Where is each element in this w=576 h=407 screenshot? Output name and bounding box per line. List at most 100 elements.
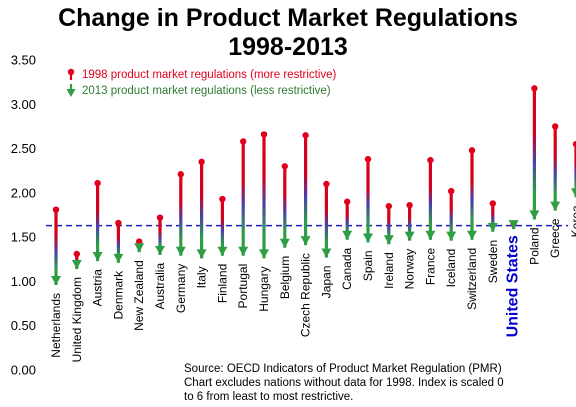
category-label: Denmark [111,270,125,320]
category-label: France [423,247,437,285]
category-labels: Netherlands United Kingdom Austria Denmark N… [49,205,576,362]
marker-2013 [113,253,124,263]
category-label: Ireland [382,252,396,289]
chart-title: Change in Product Market Regulations [58,4,518,32]
stem-sweden [491,203,495,232]
category-label: Portugal [236,264,250,309]
category-label: Finland [215,264,229,303]
marker-1998 [489,200,496,207]
category-label: Canada [340,247,354,289]
legend-marker-2013 [66,89,76,97]
marker-1998 [281,163,288,170]
category-label: Iceland [444,249,458,288]
marker-2013 [134,243,145,253]
stem-finland [220,199,224,256]
marker-2013 [487,222,498,232]
marker-2013 [217,246,228,256]
stem-canada [345,201,349,240]
marker-1998 [531,85,538,92]
source-note: Source: OECD Indicators of Product Marke… [184,363,504,403]
marker-2013 [404,231,415,241]
stem-australia [158,217,162,255]
marker-2013 [279,238,290,248]
y-axis: 0.00 0.50 1.00 1.50 2.00 2.50 3.00 3.50 [11,53,36,378]
stem-ireland [387,206,391,245]
y-tick-label: 3.50 [11,53,36,68]
marker-1998 [177,171,184,178]
legend-label-2013: 2013 product market regulations (less re… [82,85,331,97]
category-label: Australia [153,263,167,310]
marker-1998 [136,238,143,245]
category-label: United States [505,235,522,337]
category-label: Italy [195,266,209,288]
marker-1998 [427,156,434,164]
stem-hungary [262,134,266,259]
marker-2013 [51,275,61,285]
marker-1998 [115,219,122,227]
stem-norway [408,205,412,241]
stem-italy [200,161,204,259]
category-label: Belgium [278,256,292,299]
category-label: Hungary [257,266,271,311]
category-label: Poland [527,227,541,264]
marker-1998 [198,158,205,166]
y-tick-label: 0.00 [11,363,36,378]
marker-1998 [552,123,559,130]
markers [51,85,576,285]
y-tick-label: 2.50 [11,141,36,156]
note-line-2: Chart excludes nations without data for … [184,377,504,389]
legend: 1998 product market regulations (more re… [66,68,337,97]
marker-2013 [383,235,394,245]
stem-austria [96,183,100,262]
marker-2013 [529,210,540,220]
marker-2013 [155,245,165,255]
note-line-1: Source: OECD Indicators of Product Marke… [184,363,502,375]
stem-poland [532,88,536,220]
category-label: Czech Republic [299,253,313,337]
stem-netherlands [54,209,58,285]
category-label: Spain [361,250,375,281]
marker-2013 [550,201,561,211]
category-label: Netherlands [49,293,63,358]
marker-1998 [156,214,164,221]
marker-1998 [323,180,330,188]
marker-2013 [259,249,269,259]
marker-2013 [467,230,477,240]
marker-1998 [572,140,576,148]
stem-germany [179,174,183,256]
category-label: Norway [403,249,417,290]
legend-label-1998: 1998 product market regulations (more re… [82,69,337,81]
marker-2013 [238,246,249,256]
y-tick-label: 0.50 [11,318,36,333]
stem-portugal [241,141,245,256]
marker-1998 [364,156,372,163]
chart-subtitle: 1998-2013 [228,33,348,61]
stem-iceland [449,191,453,241]
category-label: Japan [319,266,333,299]
marker-1998 [448,187,455,195]
y-tick-label: 2.00 [11,185,36,200]
y-tick-label: 1.50 [11,230,36,245]
category-label: United Kingdom [70,277,84,362]
category-label: Sweden [486,240,500,283]
marker-2013 [363,233,373,243]
marker-1998 [385,202,392,210]
marker-1998 [52,206,60,213]
category-label: Greece [548,218,562,258]
marker-1998 [94,179,101,187]
category-label: Switzerland [465,248,479,310]
marker-1998 [344,198,351,205]
marker-2013 [446,231,457,241]
stems [54,88,576,285]
stem-belgium [283,166,287,248]
stem-spain [366,159,370,243]
marker-2013 [71,260,82,270]
marker-2013 [321,248,332,258]
marker-2013 [342,230,353,240]
marker-1998 [260,131,268,138]
marker-2013 [425,230,436,240]
stem-japan [324,184,328,258]
marker-1998 [302,132,309,139]
marker-2013 [300,236,311,246]
category-label: Germany [174,264,188,313]
